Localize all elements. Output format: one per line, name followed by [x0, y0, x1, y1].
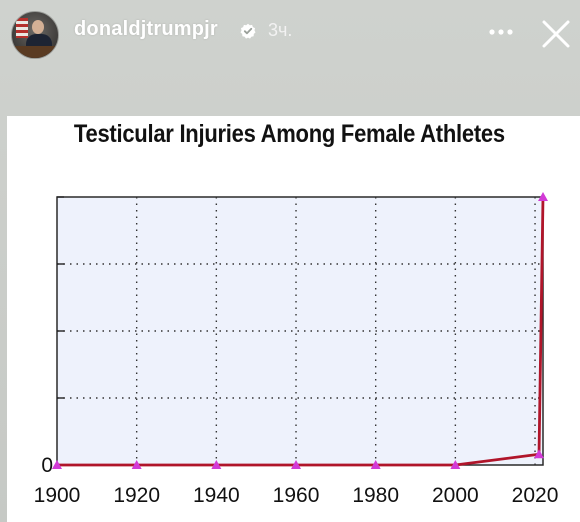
data-point: [534, 449, 545, 459]
x-tick-label: 1920: [113, 484, 160, 507]
avatar-desk-shape: [12, 46, 58, 58]
data-point: [450, 460, 461, 469]
data-point: [52, 460, 62, 469]
x-axis-labels: 1900 1920 1940 1960 1980 2000 2020: [34, 484, 559, 507]
avatar[interactable]: [11, 11, 59, 59]
story-header: donaldjtrumpjr 3ч.: [0, 0, 580, 70]
close-icon[interactable]: [540, 18, 572, 50]
series-group: [57, 196, 545, 467]
avatar-head-shape: [32, 20, 44, 34]
y-axis-ticks: [57, 196, 64, 399]
data-point: [211, 460, 222, 469]
x-tick-label: 1940: [193, 484, 240, 507]
x-tick-label: 1960: [273, 484, 320, 507]
verified-badge-icon: [240, 23, 256, 39]
timestamp: 3ч.: [268, 20, 293, 40]
data-point: [291, 460, 302, 469]
username[interactable]: donaldjtrumpjr: [74, 18, 218, 40]
x-tick-label: 1980: [352, 484, 399, 507]
x-tick-label: 2000: [432, 484, 479, 507]
flag-shape: [16, 18, 28, 38]
plot-area: [56, 196, 544, 466]
data-point: [370, 460, 381, 469]
data-point: [538, 192, 548, 201]
series-line: [57, 196, 545, 467]
x-tick-label: 1900: [34, 484, 81, 507]
data-point: [131, 460, 142, 469]
y-axis-labels: 0: [41, 454, 53, 477]
y-tick-label: 0: [41, 454, 53, 477]
marker-group: [52, 192, 548, 469]
chart-title: Testicular Injuries Among Female Athlete…: [73, 120, 505, 148]
x-tick-label: 2020: [512, 484, 559, 507]
more-options-icon[interactable]: [486, 22, 516, 42]
